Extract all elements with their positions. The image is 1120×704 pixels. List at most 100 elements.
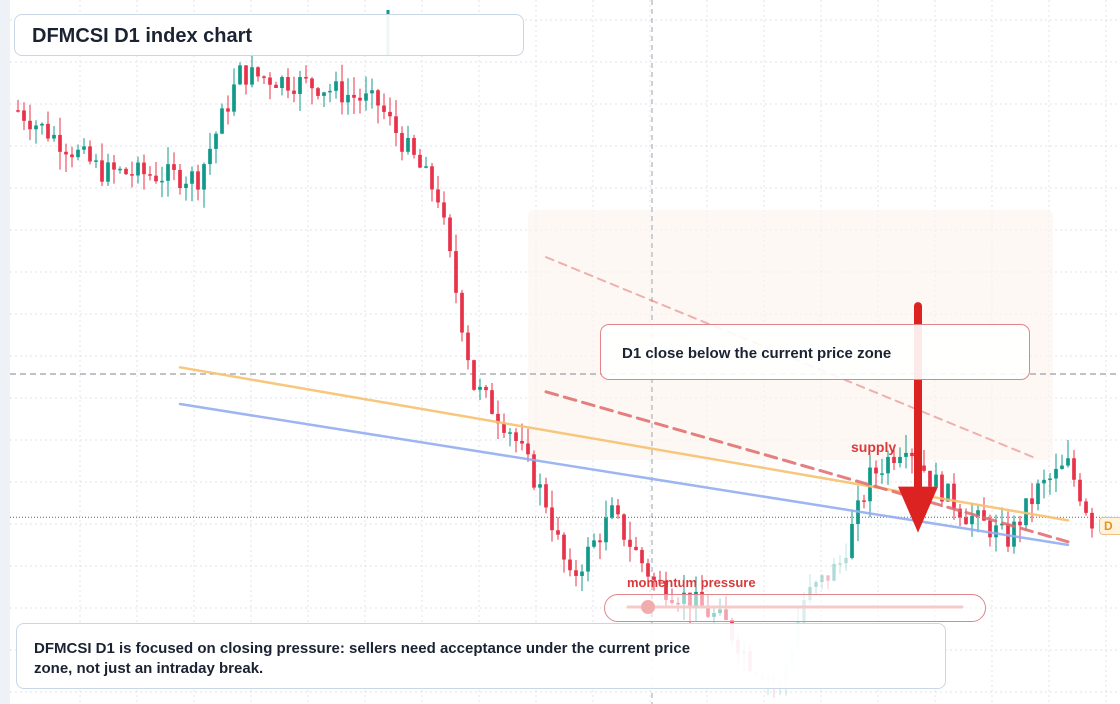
candle-body: [418, 154, 422, 168]
candle-body: [628, 539, 632, 547]
candle-body: [250, 67, 254, 85]
candle-body: [340, 81, 344, 103]
candle-body: [976, 510, 980, 517]
candle-body: [274, 84, 278, 89]
candle-body: [850, 524, 854, 558]
candle-body: [280, 77, 284, 89]
candle-body: [16, 110, 20, 112]
candle-body: [994, 525, 998, 538]
close-below-callout: D1 close below the current price zone: [600, 324, 1030, 380]
candle-body: [622, 514, 626, 540]
candle-body: [370, 90, 374, 94]
candle-body: [964, 517, 968, 525]
candle-body: [520, 440, 524, 444]
candle-body: [466, 332, 470, 361]
candle-body: [574, 570, 578, 576]
chart-title: DFMCSI D1 index chart: [32, 25, 253, 47]
candle-body: [1060, 465, 1064, 469]
candle-body: [640, 549, 644, 564]
candle-body: [298, 77, 302, 94]
candle-body: [1072, 458, 1076, 480]
candle-body: [376, 90, 380, 106]
candle-body: [58, 134, 62, 152]
candle-body: [190, 171, 194, 184]
candle-body: [910, 452, 914, 457]
candle-body: [394, 116, 398, 133]
supply-label: supply: [851, 439, 897, 455]
candle-body: [52, 134, 56, 139]
candle-body: [112, 162, 116, 170]
candle-body: [1054, 468, 1058, 479]
candle-body: [1090, 512, 1094, 529]
candle-body: [940, 474, 944, 502]
candle-body: [892, 456, 896, 464]
candle-body: [952, 483, 956, 509]
candle-body: [616, 505, 620, 515]
price-axis-tag: D: [1099, 517, 1120, 535]
candle-body: [448, 217, 452, 252]
candle-body: [904, 452, 908, 457]
candle-body: [22, 110, 26, 121]
candle-body: [88, 146, 92, 162]
candle-body: [214, 133, 218, 149]
candle-body: [946, 483, 950, 502]
candle-body: [220, 108, 224, 134]
left-edge: [0, 0, 10, 704]
candle-body: [526, 443, 530, 455]
candle-body: [862, 500, 866, 502]
candle-body: [160, 180, 164, 183]
candle-body: [46, 123, 50, 139]
candle-body: [982, 510, 986, 521]
candle-body: [634, 546, 638, 550]
candle-body: [136, 162, 140, 176]
candle-body: [64, 151, 68, 155]
candle-body: [322, 92, 326, 96]
callout-text: D1 close below the current price zone: [622, 345, 892, 362]
candle-body: [592, 540, 596, 547]
candle-body: [28, 120, 32, 130]
candle-body: [544, 484, 548, 508]
candle-body: [514, 432, 518, 441]
candle-body: [478, 386, 482, 390]
momentum-pressure-label: momentum pressure: [627, 575, 756, 590]
candle-body: [208, 148, 212, 165]
candle-body: [196, 171, 200, 190]
down-arrow-head: [898, 486, 938, 533]
candle-body: [1048, 478, 1052, 480]
candle-body: [400, 132, 404, 152]
candle-body: [610, 505, 614, 518]
candle-body: [886, 456, 890, 474]
candle-body: [820, 575, 824, 583]
candle-body: [880, 473, 884, 475]
candle-body: [922, 465, 926, 471]
channel-line: [544, 390, 1070, 544]
candle-body: [352, 94, 356, 98]
candle-body: [484, 386, 488, 391]
candle-body: [406, 137, 410, 152]
candle-body: [508, 432, 512, 434]
candle-body: [970, 516, 974, 525]
candle-body: [1030, 498, 1034, 505]
candle-body: [328, 90, 332, 93]
candle-body: [172, 164, 176, 170]
candle-body: [424, 166, 428, 168]
candle-body: [34, 125, 38, 130]
chart-title-box: DFMCSI D1 index chart: [14, 14, 524, 56]
candle-body: [814, 582, 818, 587]
candle-body: [346, 94, 350, 103]
candle-body: [562, 534, 566, 560]
candle-body: [40, 123, 44, 126]
candle-body: [586, 546, 590, 572]
candle-body: [1024, 498, 1028, 526]
candle-body: [412, 137, 416, 155]
candle-body: [130, 174, 134, 176]
candle-body: [436, 189, 440, 203]
candle-body: [646, 563, 650, 577]
candle-body: [538, 484, 542, 488]
candle-body: [832, 563, 836, 581]
candle-body: [364, 93, 368, 101]
candle-body: [1042, 479, 1046, 484]
candle-body: [106, 162, 110, 182]
candle-body: [598, 540, 602, 543]
